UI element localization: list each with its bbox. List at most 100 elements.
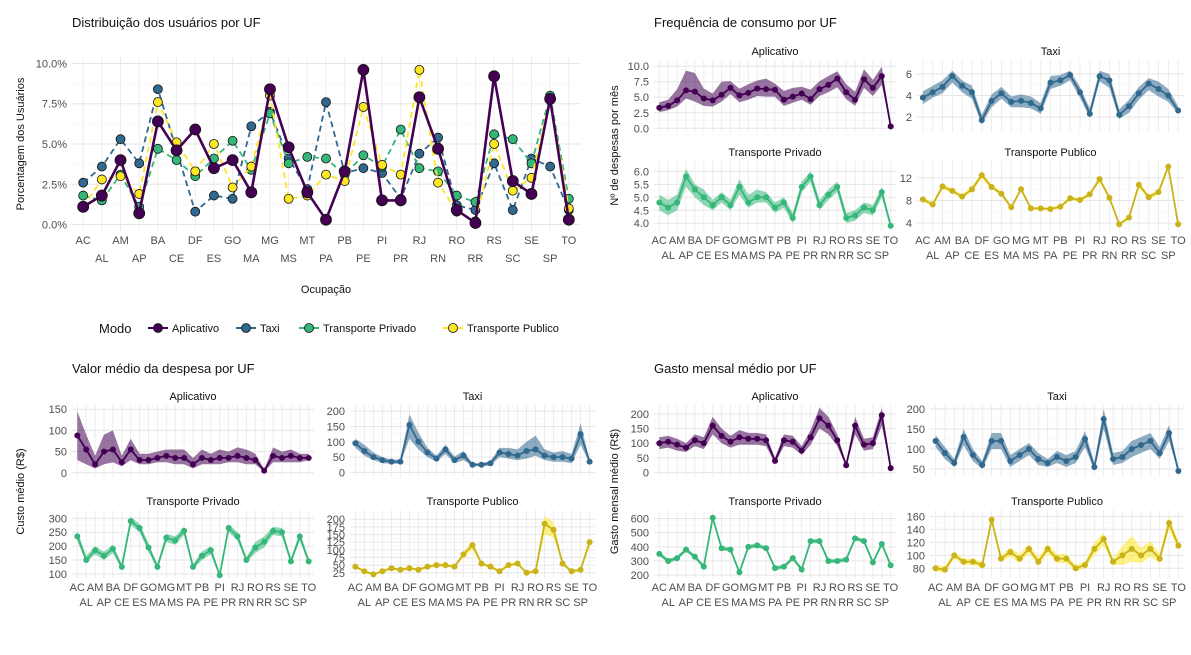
data-point [406,421,413,428]
y-tick-label: 7.5 [634,77,649,89]
data-point [1175,468,1182,474]
data-point [772,86,778,93]
x-tick-label: CE [696,597,711,609]
x-tick-label: PE [483,597,498,609]
data-point [270,452,277,459]
data-point [1100,536,1107,543]
x-tick-label: RO [247,582,264,594]
data-point [709,97,716,104]
x-tick-label: AP [97,597,112,609]
y-tick-label: 0 [61,468,67,480]
data-point [1035,558,1042,565]
x-tick-label: PI [1075,235,1085,247]
x-tick-label: MG [437,582,455,594]
data-point [163,534,170,541]
x-tick-label: PR [803,597,818,609]
x-tick-label: ES [132,597,147,609]
x-tick-label: PI [1080,582,1090,594]
y-tick-label: 2.5% [42,179,67,191]
data-point [190,206,201,217]
data-point [234,533,241,540]
data-point [523,569,530,576]
x-tick-label: MG [739,582,757,594]
y-tick-label: 100 [49,569,67,581]
y-tick-label: 200 [49,541,67,553]
data-point [370,571,377,578]
data-point [843,89,850,96]
data-point [1027,99,1034,106]
data-point [388,565,395,572]
y-tick-label: 300 [631,556,649,568]
data-point [225,454,232,461]
panel-monthly-spend: Gasto mensal médio por UF Aplicativo 0 50 1… [609,361,1186,609]
data-point [1008,204,1015,211]
data-point [227,193,238,204]
data-point [577,431,584,438]
data-point [74,432,81,439]
y-tick-label: 75 [333,552,345,564]
data-point [718,91,725,98]
y-tick-label: 140 [907,524,925,536]
y-tick-label: 50 [333,560,345,572]
y-tick-label: 150 [49,555,67,567]
data-point [261,467,268,474]
x-tick-label: PB [777,582,792,594]
x-tick-label: SP [874,597,889,609]
x-tick-label: AC [928,582,943,594]
data-point [969,558,976,565]
data-point [320,213,332,226]
x-tick-label: CE [964,250,979,262]
x-tick-label: TO [1171,582,1187,594]
data-point [843,215,850,222]
data-point [1063,555,1070,562]
data-point [691,437,698,444]
x-tick-label: SE [866,235,881,247]
x-tick-label: RS [847,582,862,594]
data-point [478,461,485,468]
y-tick-label: 500 [631,528,649,540]
x-tick-label: AM [934,235,951,247]
x-tick-label: BA [966,582,981,594]
y-tick-label: 0 [643,468,649,480]
data-point [807,434,814,441]
x-tick-label: BA [384,582,399,594]
data-point [109,446,116,453]
x-tick-label: MA [428,597,445,609]
data-point [772,204,778,211]
data-point [763,437,770,444]
facet-title: Taxi [463,391,483,403]
data-point [674,441,681,448]
y-tick-label: 200 [327,514,345,526]
data-point [118,563,125,570]
y-tick-label: 150 [631,424,649,436]
data-point [397,566,404,573]
x-tick-label: GO [419,582,437,594]
x-tick-label: MS [749,597,766,609]
y-tick-label: 120 [907,537,925,549]
data-point [929,89,936,96]
data-point [287,452,294,459]
x-tick-label: PI [214,582,224,594]
data-point [772,565,778,572]
y-tick-label: 200 [631,409,649,421]
x-tick-label: AM [946,582,963,594]
x-tick-label: GO [1002,582,1020,594]
x-tick-label: AP [132,253,147,265]
data-point [960,434,967,440]
x-tick-label: RS [546,582,561,594]
data-point [860,538,867,545]
x-tick-label: RN [519,597,535,609]
data-point [379,568,386,575]
data-point [1016,452,1023,458]
data-point [172,537,179,544]
data-point [198,454,205,461]
data-point [674,97,681,104]
facet-title: Aplicativo [169,391,216,403]
x-tick-label: RS [847,235,862,247]
data-point [1155,189,1162,196]
data-point [133,207,146,220]
data-point [394,194,407,207]
data-point [709,202,716,209]
x-tick-label: AM [669,235,686,247]
data-point [780,563,787,570]
